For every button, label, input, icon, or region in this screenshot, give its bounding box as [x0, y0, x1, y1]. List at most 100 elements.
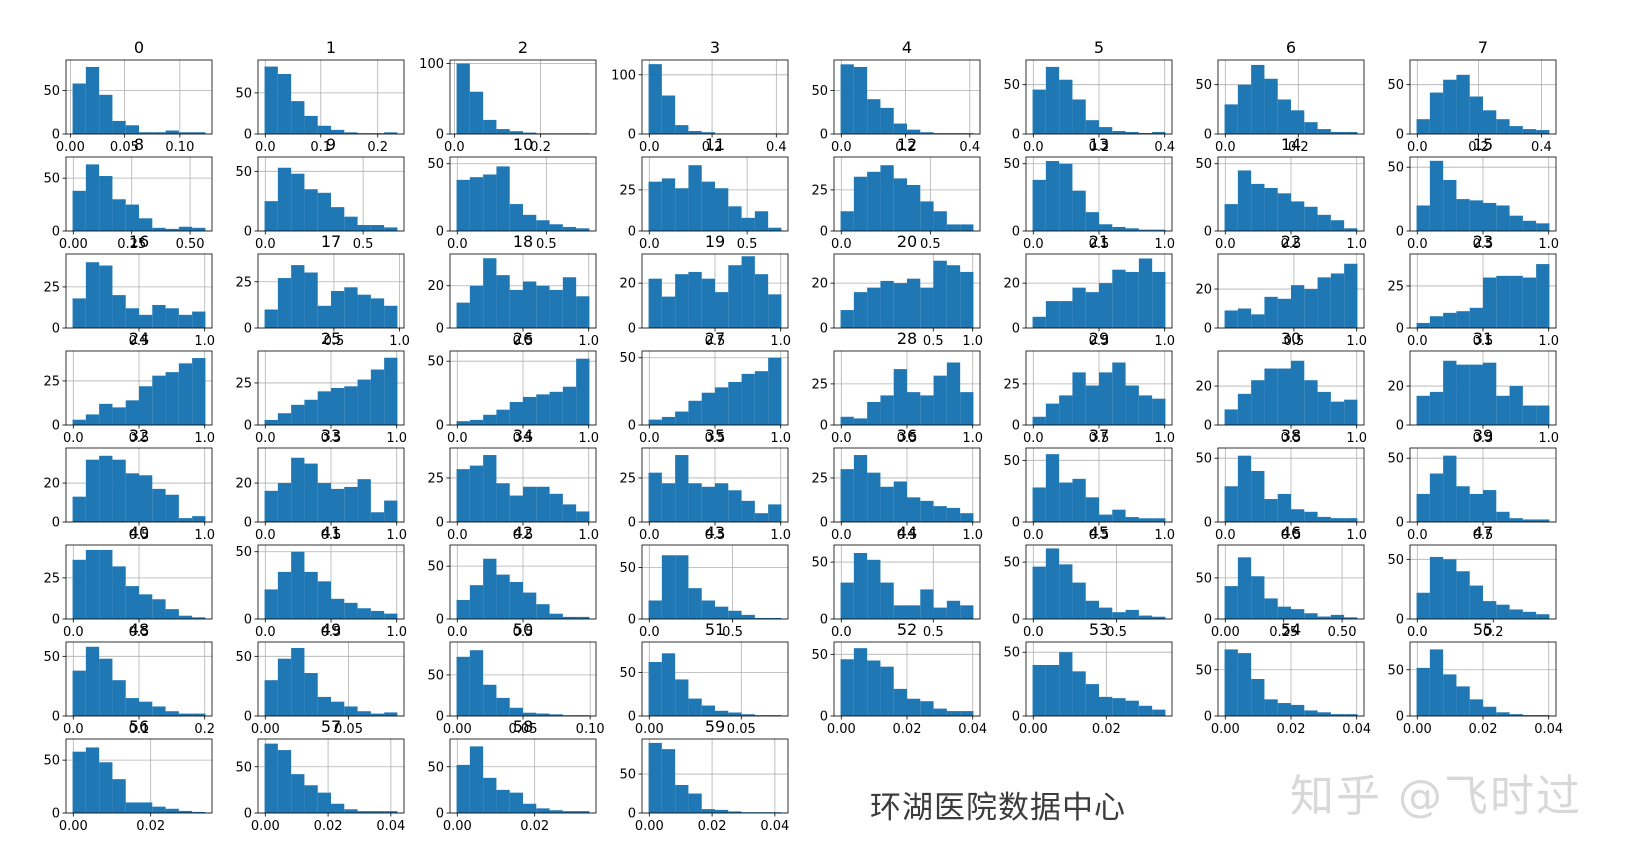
x-tick-label: 1.0	[389, 334, 410, 349]
panel-title: 9	[326, 135, 336, 154]
histogram-bar	[1264, 598, 1278, 619]
histogram-bar	[85, 646, 100, 716]
histogram-bar	[853, 418, 868, 425]
histogram-bar	[933, 607, 947, 619]
histogram-bar	[304, 571, 318, 619]
histogram-bar	[1237, 170, 1252, 231]
y-tick-label: 0	[1204, 419, 1212, 434]
histogram-bar	[675, 784, 689, 813]
histogram-bar	[1304, 380, 1318, 425]
histogram-bar	[536, 713, 550, 716]
histogram-bar	[165, 308, 179, 328]
histogram-bar	[1237, 308, 1252, 328]
histogram-bar	[139, 386, 153, 425]
histogram-bar	[576, 616, 590, 619]
panel-title: 45	[1089, 523, 1109, 542]
histogram-bar	[562, 504, 577, 522]
histogram-bar	[840, 64, 854, 134]
histogram-bar	[1152, 398, 1166, 425]
histogram-bar	[496, 483, 510, 522]
histogram-panel-56: 0 50 0.00 0.02 56	[43, 717, 213, 834]
histogram-bar	[509, 402, 523, 425]
histogram-bar	[178, 518, 193, 522]
histogram-bar	[715, 292, 729, 328]
y-tick-label: 100	[611, 68, 636, 83]
axes-frame	[1025, 641, 1173, 717]
histogram-bar	[893, 283, 907, 328]
histogram-bar	[1072, 190, 1086, 231]
histogram-bar	[1224, 409, 1238, 425]
histogram-bar	[1099, 607, 1113, 619]
histogram-bar	[1045, 301, 1060, 328]
panel-title: 11	[705, 135, 725, 154]
x-tick-label: 0.5	[705, 334, 726, 349]
histogram-bar	[946, 507, 961, 522]
axes-frame	[1217, 544, 1365, 620]
histogram-bar	[1522, 220, 1537, 231]
histogram-bar	[370, 512, 385, 522]
histogram-bar	[1344, 399, 1358, 425]
panel-title: 19	[705, 232, 725, 251]
histogram-bar	[1138, 258, 1153, 328]
histogram-panel-24: 0 25 0.0 0.5 1.0 24	[43, 329, 215, 446]
histogram-bar	[946, 711, 961, 716]
histogram-bar	[85, 549, 100, 619]
x-tick-label: 0.2	[1288, 140, 1309, 155]
histogram-bar	[1251, 64, 1265, 134]
histogram-bar	[867, 472, 881, 522]
x-tick-label: 0.5	[513, 431, 534, 446]
histogram-bar	[331, 388, 345, 425]
histogram-bar	[946, 133, 961, 134]
y-tick-label: 0	[628, 225, 636, 240]
x-tick-label: 0.25	[117, 237, 146, 252]
histogram-bar	[264, 419, 278, 425]
histogram-bar	[523, 592, 537, 619]
histogram-bar	[893, 123, 907, 134]
histogram-bar	[469, 285, 484, 328]
x-tick-label: 0.00	[635, 819, 664, 834]
histogram-bar	[483, 558, 497, 619]
histogram-bar	[549, 391, 563, 425]
x-tick-label: 0.5	[513, 528, 534, 543]
histogram-bar	[331, 701, 345, 716]
histogram-bar	[72, 419, 86, 425]
histogram-bar	[1251, 183, 1265, 231]
histogram-bar	[165, 130, 179, 134]
histogram-bar	[523, 281, 537, 328]
y-tick-label: 50	[427, 668, 444, 683]
x-tick-label: 0.00	[1211, 625, 1240, 640]
histogram-bar	[178, 226, 193, 231]
histogram-bar	[661, 95, 676, 134]
x-tick-label: 0.5	[321, 528, 342, 543]
y-tick-label: 20	[1387, 380, 1404, 395]
histogram-bar	[1304, 122, 1318, 134]
histogram-bar	[1059, 163, 1073, 231]
y-tick-label: 50	[619, 561, 636, 576]
histogram-bar	[72, 559, 86, 619]
histogram-bar	[384, 305, 398, 328]
histogram-bar	[1032, 179, 1046, 231]
histogram-bar	[1264, 78, 1278, 134]
panel-title: 17	[321, 232, 341, 251]
x-tick-label: 0.5	[920, 237, 941, 252]
y-tick-label: 20	[235, 477, 252, 492]
y-tick-label: 50	[1387, 553, 1404, 568]
histogram-bar	[112, 199, 126, 231]
y-tick-label: 50	[1195, 663, 1212, 678]
histogram-bar	[1138, 395, 1153, 425]
x-tick-label: 0.05	[509, 722, 538, 737]
histogram-bar	[701, 705, 715, 716]
histogram-bar	[331, 291, 345, 328]
histogram-bar	[1099, 514, 1113, 522]
histogram-bar	[1429, 391, 1444, 425]
histogram-bar	[99, 455, 113, 522]
axes-frame	[641, 544, 789, 620]
histogram-bar	[1099, 224, 1113, 231]
histogram-bar	[139, 701, 153, 716]
histogram-bar	[1416, 395, 1430, 425]
x-tick-label: 0.5	[1089, 334, 1110, 349]
y-tick-label: 50	[1387, 78, 1404, 93]
